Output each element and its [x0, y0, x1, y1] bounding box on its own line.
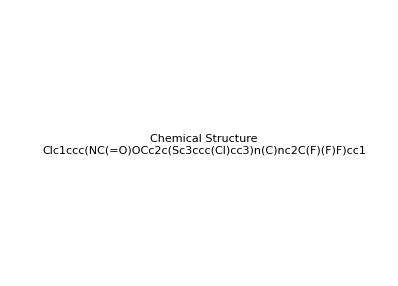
- Text: Chemical Structure
Clc1ccc(NC(=O)OCc2c(Sc3ccc(Cl)cc3)n(C)nc2C(F)(F)F)cc1: Chemical Structure Clc1ccc(NC(=O)OCc2c(S…: [42, 134, 366, 155]
